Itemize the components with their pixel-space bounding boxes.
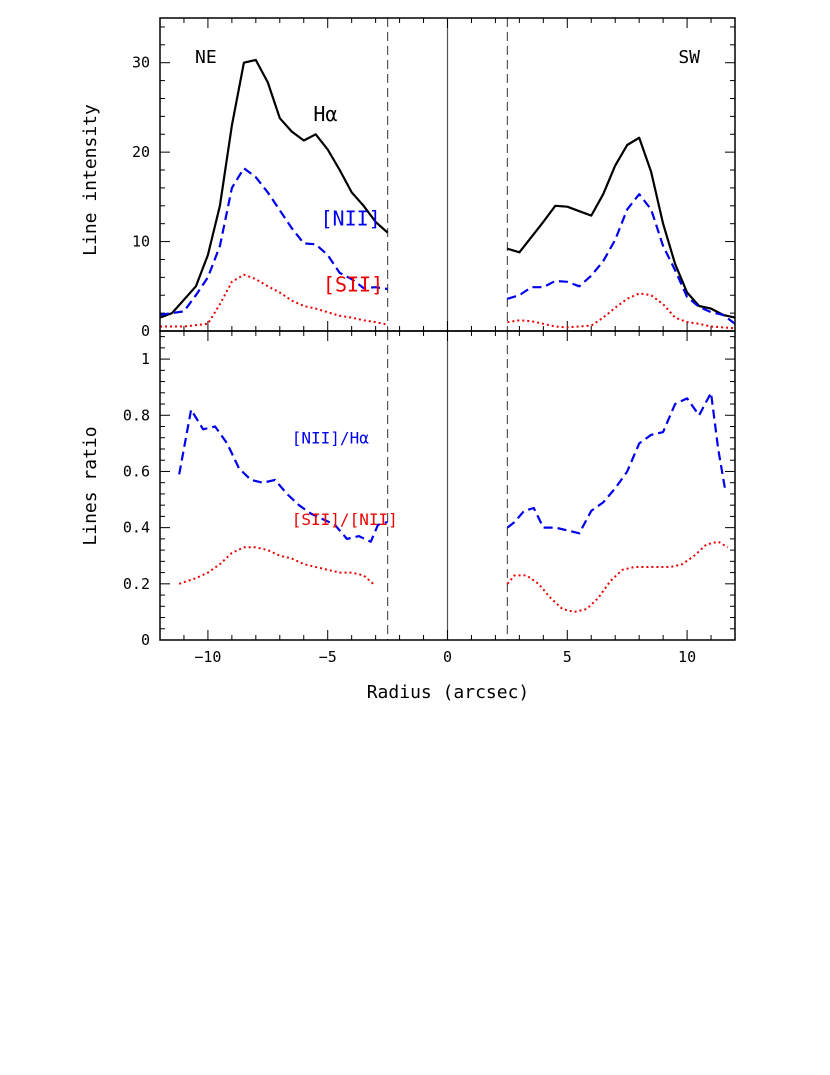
line-intensity-panel: 0 10 20 30 Hα [NII] [SII] NE SW: [132, 17, 736, 340]
ne-region-label: NE: [195, 47, 217, 68]
ratio-x-tick-label: 5: [563, 648, 572, 666]
ratio-annotation-1: [SII]/[NII]: [292, 510, 398, 529]
sw-region-label: SW: [678, 47, 700, 68]
intensity-series-0-segment-0: [159, 58, 389, 319]
ratio-x-tick-label: −10: [194, 648, 221, 666]
intensity-series-1-segment-1: [507, 193, 736, 325]
ratio-x-tick-label: 0: [443, 648, 452, 666]
ratio-y-tick-label: 0: [141, 631, 150, 649]
intensity-annotation-1: [NII]: [321, 206, 381, 230]
intensity-series-2-segment-1: [507, 292, 736, 330]
intensity-y-tick-label: 10: [132, 233, 150, 251]
ratio-y-tick-label: 0.6: [123, 462, 150, 480]
intensity-annotation-0: Hα: [313, 102, 337, 126]
intensity-y-tick-label: 20: [132, 143, 150, 161]
intensity-series-0-segment-1: [507, 136, 736, 319]
lines-ratio-panel: 0 0.2 0.4 0.6 0.8 1 −10 −5 0 5 10 [NII]/Hα [SII]/[NI…: [123, 330, 736, 666]
ratio-y-tick-label: 0.2: [123, 575, 150, 593]
ratio-x-tick-label: −5: [319, 648, 337, 666]
ratio-y-tick-label: 1: [141, 350, 150, 368]
ratio-y-tick-label: 0.4: [123, 519, 150, 537]
intensity-y-tick-label: 0: [141, 322, 150, 340]
intensity-series-1-segment-0: [159, 167, 388, 316]
intensity-y-tick-label: 30: [132, 54, 150, 72]
ratio-series-1-segment-0: [178, 546, 374, 585]
lines-ratio-axis-title: Lines ratio: [80, 426, 101, 545]
ratio-annotation-0: [NII]/Hα: [292, 428, 369, 447]
ratio-x-tick-label: 10: [678, 648, 696, 666]
ratio-y-tick-label: 0.8: [123, 406, 150, 424]
line-intensity-axis-title: Line intensity: [80, 104, 101, 256]
intensity-annotation-2: [SII]: [323, 273, 383, 297]
ratio-series-1-segment-1: [506, 540, 729, 613]
ratio-plot-frame: [159, 330, 736, 641]
ratio-series-0-segment-1: [506, 391, 727, 535]
radius-axis-title: Radius (arcsec): [367, 682, 530, 703]
ratio-series-0-segment-0: [178, 408, 388, 543]
